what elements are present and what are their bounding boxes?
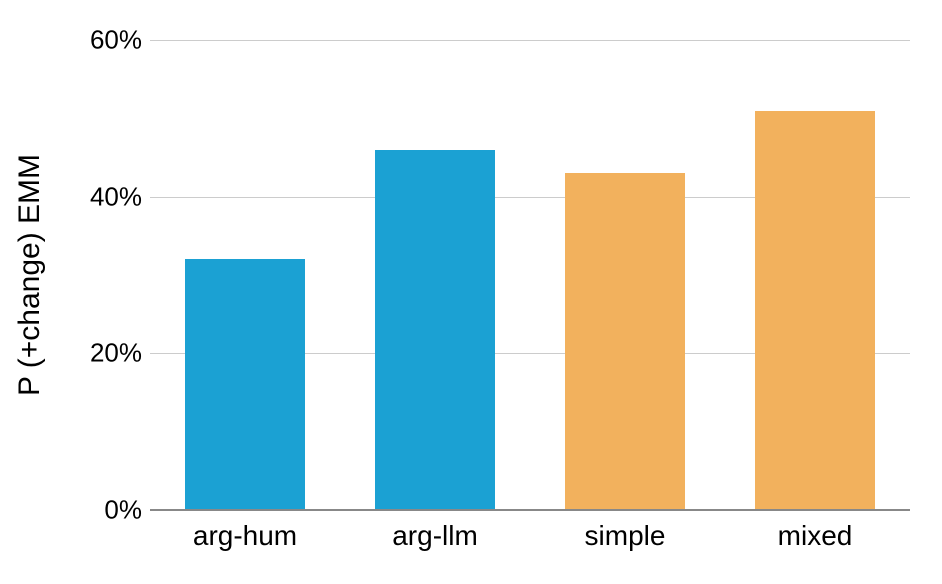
x-axis-baseline <box>150 509 910 511</box>
x-tick-label: arg-llm <box>392 520 478 552</box>
y-tick-label: 60% <box>42 25 142 56</box>
y-tick-label: 20% <box>42 338 142 369</box>
y-tick-label: 0% <box>42 495 142 526</box>
x-tick-label: simple <box>585 520 666 552</box>
x-tick-label: mixed <box>778 520 853 552</box>
y-tick-label: 40% <box>42 181 142 212</box>
x-tick-label: arg-hum <box>193 520 297 552</box>
plot-area <box>150 40 910 510</box>
bar <box>755 111 875 511</box>
bar <box>565 173 685 510</box>
bar <box>375 150 495 510</box>
bar <box>185 259 305 510</box>
bar-chart: P (+change) EMM 0%20%40%60% arg-humarg-l… <box>0 0 942 584</box>
gridline <box>150 40 910 41</box>
